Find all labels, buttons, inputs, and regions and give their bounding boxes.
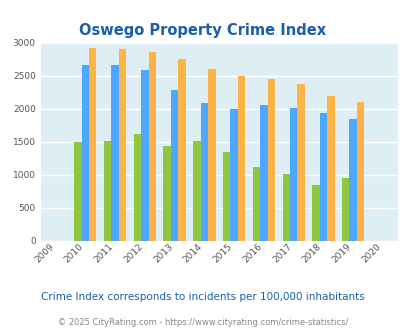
Bar (349, 119, 356, 241)
Bar (260, 105, 267, 241)
Bar (111, 65, 118, 241)
Bar (222, 152, 230, 241)
Bar (178, 59, 185, 241)
Bar (141, 70, 148, 241)
Text: Oswego Property Crime Index: Oswego Property Crime Index (79, 23, 326, 38)
Bar (230, 109, 237, 241)
Bar (319, 113, 326, 241)
Bar (193, 141, 200, 241)
Bar (148, 52, 156, 241)
Bar (296, 84, 304, 241)
Text: Crime Index corresponds to incidents per 100,000 inhabitants: Crime Index corresponds to incidents per… (41, 292, 364, 302)
Bar (133, 134, 141, 241)
Bar (200, 103, 207, 241)
Text: © 2025 CityRating.com - https://www.cityrating.com/crime-statistics/: © 2025 CityRating.com - https://www.city… (58, 318, 347, 327)
Bar (81, 65, 89, 241)
Bar (311, 185, 319, 241)
Bar (163, 146, 171, 241)
Bar (171, 90, 178, 241)
Bar (326, 96, 334, 241)
Bar (252, 167, 260, 241)
Bar (267, 79, 275, 241)
Bar (356, 102, 364, 241)
Bar (104, 141, 111, 241)
Bar (237, 76, 245, 241)
Bar (74, 142, 81, 241)
Bar (289, 108, 296, 241)
Bar (282, 174, 289, 241)
Bar (118, 50, 126, 241)
Bar (341, 178, 349, 241)
Bar (207, 69, 215, 241)
Bar (89, 48, 96, 241)
